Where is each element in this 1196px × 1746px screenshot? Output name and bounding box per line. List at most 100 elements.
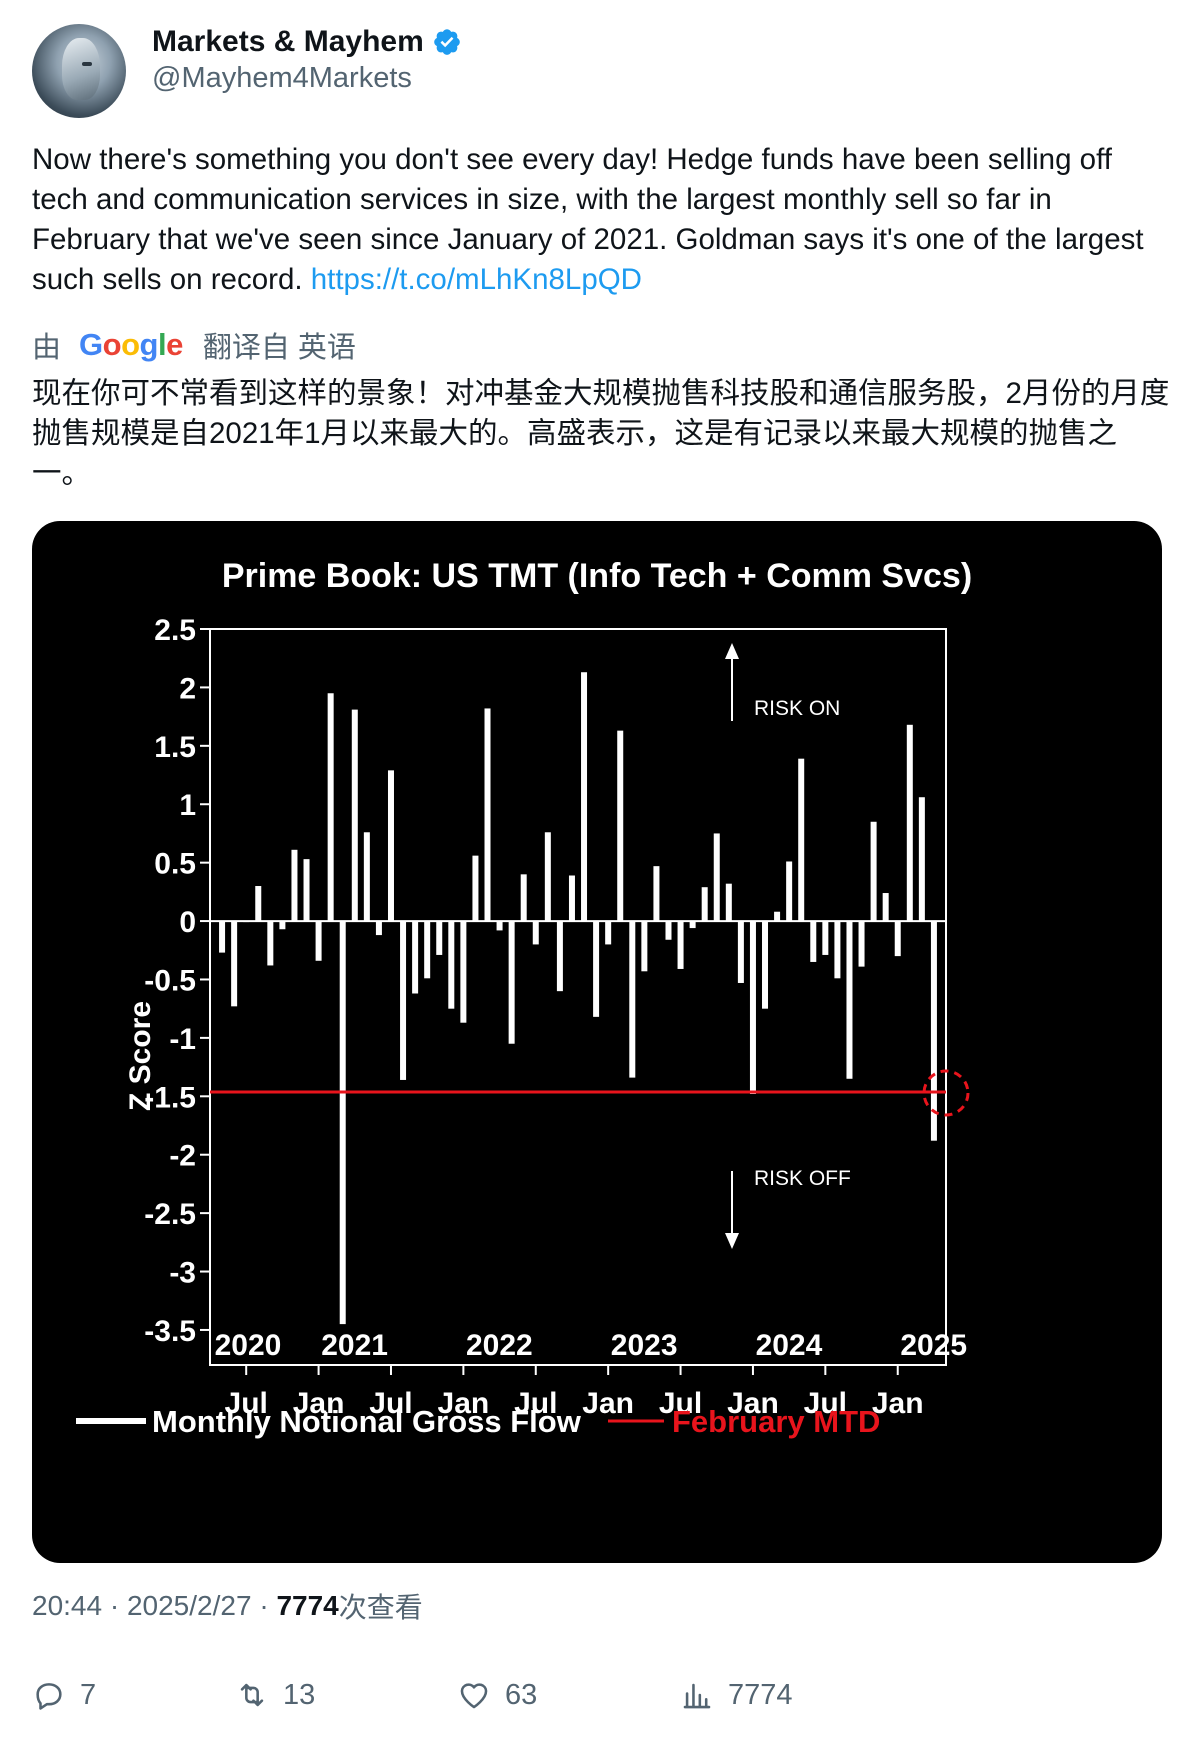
reply-count: 7 — [80, 1678, 97, 1711]
avatar[interactable] — [32, 24, 126, 118]
chart-bar — [774, 911, 781, 922]
y-tick-label: 2 — [179, 672, 196, 705]
y-tick-label: -2 — [169, 1140, 196, 1173]
retweet-button[interactable]: 13 — [235, 1670, 315, 1720]
chart-bar — [375, 921, 382, 936]
chart-bar — [219, 921, 226, 953]
chart-y-axis: 2.5 2 1.5 1 0.5 0 -0.5 -1 -1.5 -2 -2.5 -3 -3.5 — [144, 614, 210, 1348]
author-name[interactable]: Markets & Mayhem — [152, 25, 424, 58]
chart-bar — [834, 921, 841, 979]
chart-bar — [882, 893, 889, 922]
chart-bar — [677, 921, 684, 969]
y-tick-label: -3 — [169, 1257, 196, 1290]
tweet-link[interactable]: https://t.co/mLhKn8LpQD — [310, 263, 642, 296]
analytics-icon — [683, 1683, 711, 1709]
x-month-label: Jul — [369, 1387, 412, 1420]
avatar-eye — [82, 62, 92, 66]
x-year-label: 2021 — [321, 1329, 388, 1362]
chart-bar — [737, 921, 744, 983]
chart-legend: Monthly Notional Gross Flow February MTD — [76, 1404, 880, 1439]
tweet-time[interactable]: 20:44 — [32, 1590, 103, 1621]
y-tick-label: -2.5 — [144, 1198, 196, 1231]
chart-bar — [629, 921, 636, 1078]
chart-bar — [436, 921, 443, 955]
x-year-label: 2022 — [466, 1329, 533, 1362]
chart-bar — [460, 921, 467, 1023]
tweet-body: Now there's something you don't see ever… — [32, 143, 1144, 296]
y-tick-label: -1 — [169, 1023, 196, 1056]
chart-bar — [484, 708, 491, 922]
author-handle[interactable]: @Mayhem4Markets — [152, 62, 412, 94]
chart-bar — [267, 921, 274, 966]
chart-bar — [858, 921, 865, 967]
retweet-count: 13 — [283, 1678, 316, 1711]
y-tick-label: -3.5 — [144, 1315, 196, 1348]
y-tick-label: 0.5 — [154, 848, 196, 881]
chart-bar — [798, 758, 805, 922]
february-mtd-marker — [922, 1069, 970, 1117]
tweet-date[interactable]: 2025/2/27 — [126, 1590, 252, 1621]
chart-bar — [291, 849, 298, 922]
like-count: 63 — [505, 1678, 538, 1711]
legend-label-mtd: February MTD — [672, 1404, 880, 1439]
like-button[interactable]: 63 — [457, 1670, 537, 1720]
tweet-media-chart[interactable]: Prime Book: US TMT (Info Tech + Comm Svc… — [32, 521, 1162, 1563]
chart-bar — [713, 833, 720, 922]
reply-icon — [36, 1683, 62, 1710]
chart-svg: Prime Book: US TMT (Info Tech + Comm Svc… — [76, 557, 972, 1439]
chart-bar — [870, 821, 877, 922]
y-tick-label: -1.5 — [144, 1081, 196, 1114]
x-month-label: Jul — [804, 1387, 847, 1420]
chart-bar — [641, 921, 648, 972]
google-logo: Google — [79, 327, 183, 362]
x-year-label: 2020 — [215, 1329, 282, 1362]
translated-from-label[interactable]: 翻译自 英语 — [202, 332, 356, 364]
chart-bar — [689, 921, 696, 929]
chart-bar — [665, 921, 672, 940]
chart-bar — [725, 883, 732, 922]
chart-bar — [653, 866, 660, 922]
chart-bar — [701, 887, 708, 922]
legend-label-flow: Monthly Notional Gross Flow — [152, 1404, 582, 1439]
y-tick-label: 2.5 — [154, 614, 196, 647]
x-month-label: Jan — [727, 1387, 779, 1420]
chart-bar — [762, 921, 769, 1009]
chart-title: Prime Book: US TMT (Info Tech + Comm Svc… — [222, 557, 972, 595]
x-month-label: Jan — [438, 1387, 490, 1420]
chart-bar — [400, 921, 407, 1080]
chart-bar — [605, 921, 612, 945]
x-month-label: Jul — [225, 1387, 268, 1420]
translation-attribution: 由 Google 翻译自 英语 — [32, 325, 356, 365]
chart-bar — [508, 921, 515, 1044]
action-bar: 7 13 63 7774 — [32, 1670, 1162, 1720]
chart-bar — [846, 921, 853, 1079]
x-year-label: 2023 — [611, 1329, 678, 1362]
x-month-label: Jan — [293, 1387, 345, 1420]
chart-bars — [210, 672, 946, 1325]
chart-x-axis: Jul Jan Jul Jan Jul Jan Jul Jan Jul Jan 2020 2021 20… — [215, 1329, 967, 1420]
meta-separator: · — [109, 1590, 120, 1621]
views-button[interactable]: 7774 — [680, 1670, 793, 1720]
risk-on-label: RISK ON — [754, 697, 840, 720]
x-year-label: 2025 — [900, 1329, 967, 1362]
meta-separator: · — [259, 1590, 269, 1621]
chart-bar — [593, 921, 600, 1017]
views-action-count: 7774 — [728, 1678, 793, 1711]
chart-bar — [810, 921, 817, 962]
chart-bar — [315, 921, 322, 961]
chart-bar — [255, 886, 262, 922]
chart-bar — [363, 832, 370, 922]
chart-bar — [520, 874, 527, 922]
reply-button[interactable]: 7 — [32, 1670, 96, 1720]
risk-off-annotation: RISK OFF — [725, 1167, 851, 1249]
chart-bar — [424, 921, 431, 979]
translated-by-label: 由 — [32, 332, 62, 364]
chart-bar — [894, 921, 901, 957]
chart-bar — [581, 672, 588, 922]
translated-text: 现在你可不常看到这样的景象！对冲基金大规模抛售科技股和通信服务股，2月份的月度抛… — [32, 377, 1170, 490]
y-tick-label: 1 — [179, 789, 196, 822]
chart-y-axis-label: Z Score — [124, 1001, 157, 1111]
avatar-face — [62, 38, 100, 100]
author-name-row: Markets & Mayhem — [152, 22, 462, 62]
y-tick-label: -0.5 — [144, 964, 196, 997]
